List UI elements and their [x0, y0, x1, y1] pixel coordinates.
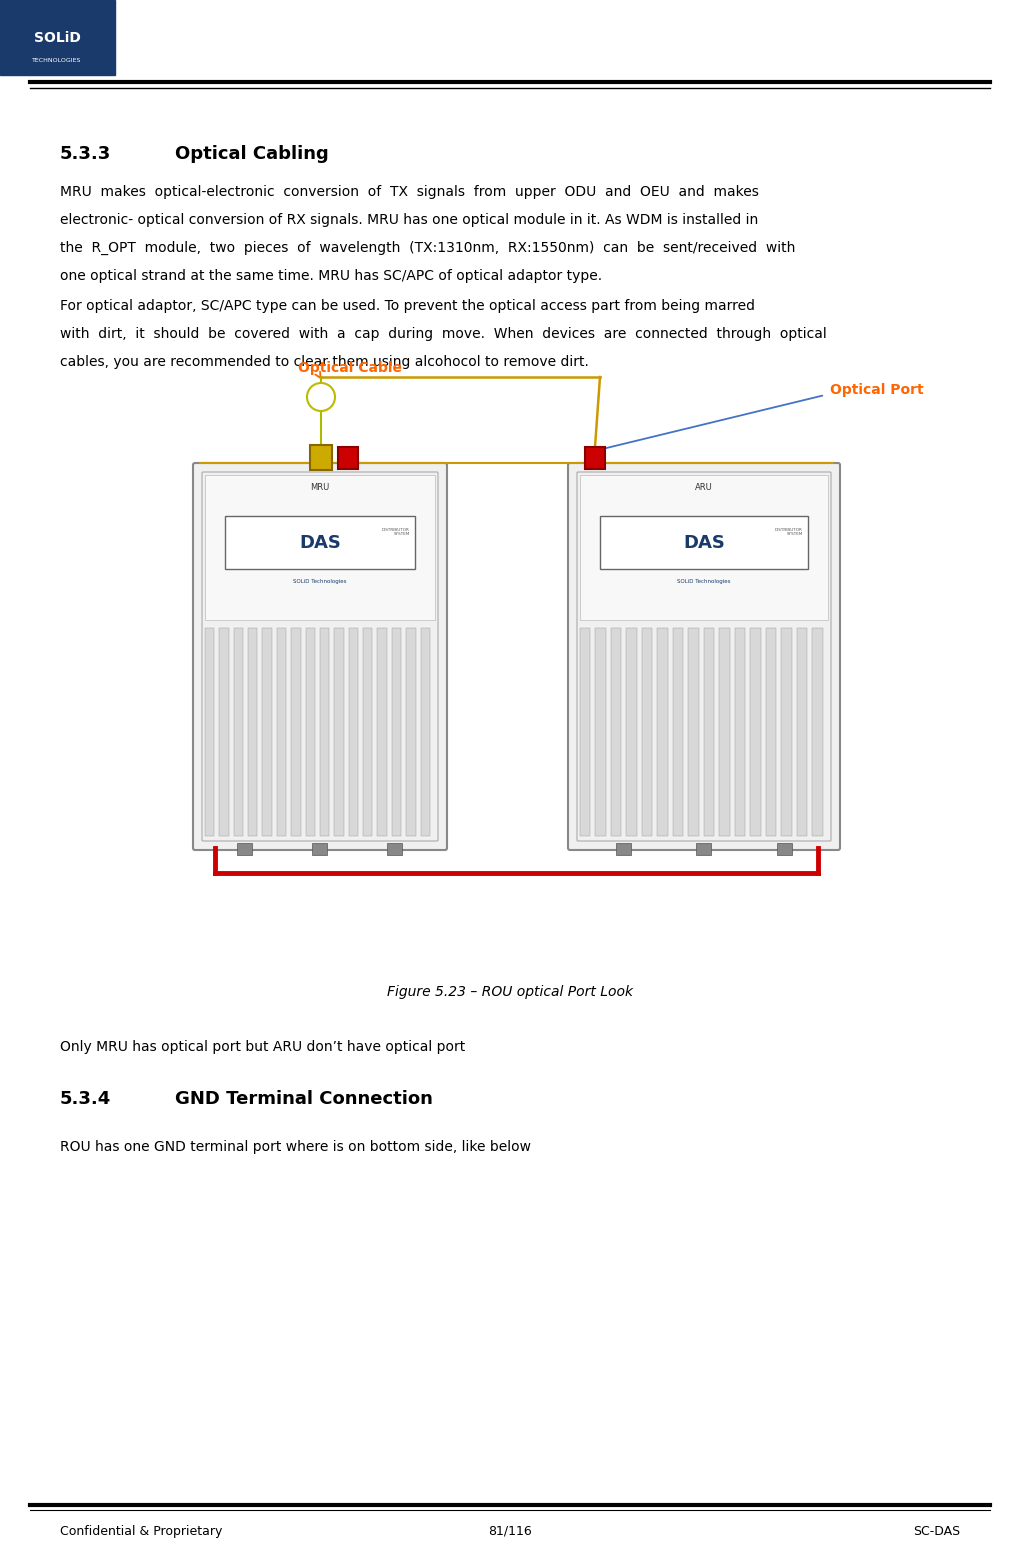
Bar: [320, 628, 329, 836]
Bar: [615, 843, 631, 854]
Bar: [406, 628, 415, 836]
Text: ROU has one GND terminal port where is on bottom side, like below: ROU has one GND terminal port where is o…: [60, 1140, 531, 1154]
Bar: [310, 445, 331, 470]
Text: Optical Cable: Optical Cable: [298, 361, 401, 375]
Text: SOLiD: SOLiD: [34, 31, 81, 45]
Bar: [718, 628, 729, 836]
FancyBboxPatch shape: [568, 462, 840, 850]
Bar: [312, 843, 327, 854]
Bar: [225, 515, 415, 570]
Text: SC-DAS: SC-DAS: [912, 1525, 959, 1539]
Text: SOLiD Technologies: SOLiD Technologies: [677, 580, 730, 584]
Text: cables, you are recommended to clear them using alcohocol to remove dirt.: cables, you are recommended to clear the…: [60, 355, 588, 369]
Bar: [641, 628, 651, 836]
Bar: [233, 628, 243, 836]
Bar: [735, 628, 744, 836]
Bar: [781, 628, 791, 836]
Text: Figure 5.23 – ROU optical Port Look: Figure 5.23 – ROU optical Port Look: [386, 986, 633, 1000]
Bar: [626, 628, 636, 836]
Circle shape: [307, 383, 334, 411]
Bar: [688, 628, 698, 836]
Bar: [391, 628, 400, 836]
Bar: [673, 628, 683, 836]
Bar: [276, 628, 286, 836]
FancyBboxPatch shape: [193, 462, 446, 850]
Bar: [205, 628, 214, 836]
Bar: [387, 843, 403, 854]
Bar: [306, 628, 315, 836]
Text: GND Terminal Connection: GND Terminal Connection: [175, 1090, 432, 1107]
Bar: [796, 628, 806, 836]
Bar: [205, 475, 434, 620]
Bar: [750, 628, 760, 836]
Bar: [248, 628, 257, 836]
Bar: [585, 447, 604, 469]
Bar: [377, 628, 386, 836]
Bar: [219, 628, 228, 836]
Bar: [291, 628, 301, 836]
Bar: [696, 843, 711, 854]
Text: Only MRU has optical port but ARU don’t have optical port: Only MRU has optical port but ARU don’t …: [60, 1040, 465, 1054]
Text: MRU  makes  optical-electronic  conversion  of  TX  signals  from  upper  ODU  a: MRU makes optical-electronic conversion …: [60, 184, 758, 198]
Text: electronic- optical conversion of RX signals. MRU has one optical module in it. : electronic- optical conversion of RX sig…: [60, 212, 757, 226]
Bar: [420, 628, 430, 836]
Bar: [776, 843, 791, 854]
Bar: [334, 628, 343, 836]
Text: TECHNOLOGIES: TECHNOLOGIES: [33, 58, 82, 62]
Text: the  R_OPT  module,  two  pieces  of  wavelength  (TX:1310nm,  RX:1550nm)  can  : the R_OPT module, two pieces of waveleng…: [60, 241, 795, 255]
Text: For optical adaptor, SC/APC type can be used. To prevent the optical access part: For optical adaptor, SC/APC type can be …: [60, 298, 754, 312]
Bar: [599, 515, 807, 570]
Text: Optical Port: Optical Port: [829, 383, 923, 397]
Bar: [580, 628, 590, 836]
Bar: [262, 628, 272, 836]
Text: Optical Cabling: Optical Cabling: [175, 145, 328, 162]
Text: DISTRIBUTOR
SYSTEM: DISTRIBUTOR SYSTEM: [382, 528, 410, 536]
Text: DISTRIBUTOR
SYSTEM: DISTRIBUTOR SYSTEM: [774, 528, 802, 536]
Bar: [363, 628, 372, 836]
Text: DAS: DAS: [683, 534, 725, 551]
Text: DAS: DAS: [299, 534, 340, 551]
Text: 5.3.3: 5.3.3: [60, 145, 111, 162]
Bar: [610, 628, 621, 836]
Text: with  dirt,  it  should  be  covered  with  a  cap  during  move.  When  devices: with dirt, it should be covered with a c…: [60, 326, 826, 341]
Text: Confidential & Proprietary: Confidential & Proprietary: [60, 1525, 222, 1539]
Text: one optical strand at the same time. MRU has SC/APC of optical adaptor type.: one optical strand at the same time. MRU…: [60, 269, 601, 283]
Text: ARU: ARU: [694, 483, 712, 492]
Bar: [348, 628, 358, 836]
Bar: [0, 0, 115, 75]
Text: SOLiD Technologies: SOLiD Technologies: [293, 580, 346, 584]
Text: MRU: MRU: [310, 483, 329, 492]
Bar: [703, 628, 713, 836]
Bar: [657, 628, 666, 836]
Text: 81/116: 81/116: [488, 1525, 531, 1539]
Bar: [337, 447, 358, 469]
Bar: [765, 628, 775, 836]
Bar: [812, 628, 821, 836]
Bar: [237, 843, 253, 854]
Bar: [580, 475, 827, 620]
Bar: [595, 628, 605, 836]
Text: 5.3.4: 5.3.4: [60, 1090, 111, 1107]
